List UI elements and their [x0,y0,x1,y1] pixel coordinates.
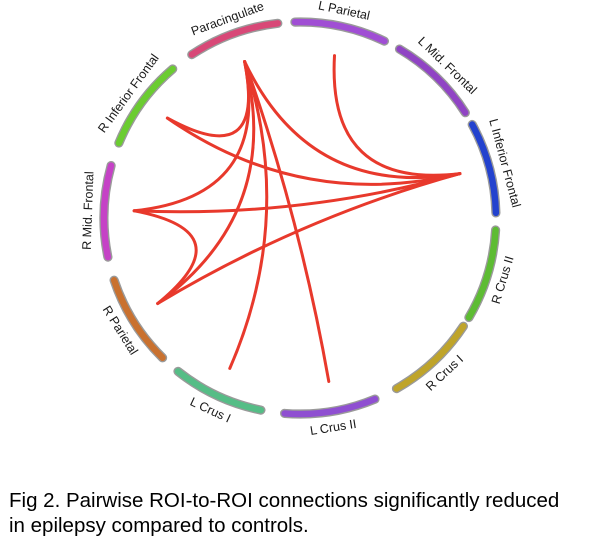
node-arc-r-inferior-frontal [115,65,176,147]
node-arc-paracingulate [188,20,281,58]
node-arc-r-parietal [110,277,166,361]
node-arc-l-mid-frontal [396,45,469,116]
edge-paracingulate--r-mid-frontal [132,60,251,213]
edge-r-inferior-frontal--l-inferior-frontal [165,116,462,186]
edge-paracingulate--l-crus-i [228,60,269,370]
edge-paracingulate--r-parietal [156,60,256,305]
node-arc-r-crus-i [393,323,467,392]
node-arc-r-crus-ii [465,226,499,321]
figure-caption: Fig 2. Pairwise ROI-to-ROI connections s… [9,489,560,537]
node-arc-l-crus-i [174,368,265,414]
node-arc-l-inferior-frontal [469,121,500,217]
node-arc-l-parietal [291,18,388,45]
edge-r-mid-frontal--r-parietal [132,209,198,305]
node-arc-l-crus-ii [281,395,379,418]
node-arc-r-mid-frontal [100,162,115,261]
node-label-r-mid-frontal: R Mid. Frontal [80,171,97,250]
edge-l-parietal--l-inferior-frontal [332,54,462,177]
node-label-r-crus-i: R Crus I [423,352,466,394]
edge-r-parietal--l-inferior-frontal [156,172,462,305]
edge-r-mid-frontal--l-inferior-frontal [132,172,462,214]
edge-paracingulate--l-crus-ii [243,60,331,383]
node-label-l-crus-ii: L Crus II [309,417,357,438]
edge-paracingulate--l-inferior-frontal [243,60,462,179]
